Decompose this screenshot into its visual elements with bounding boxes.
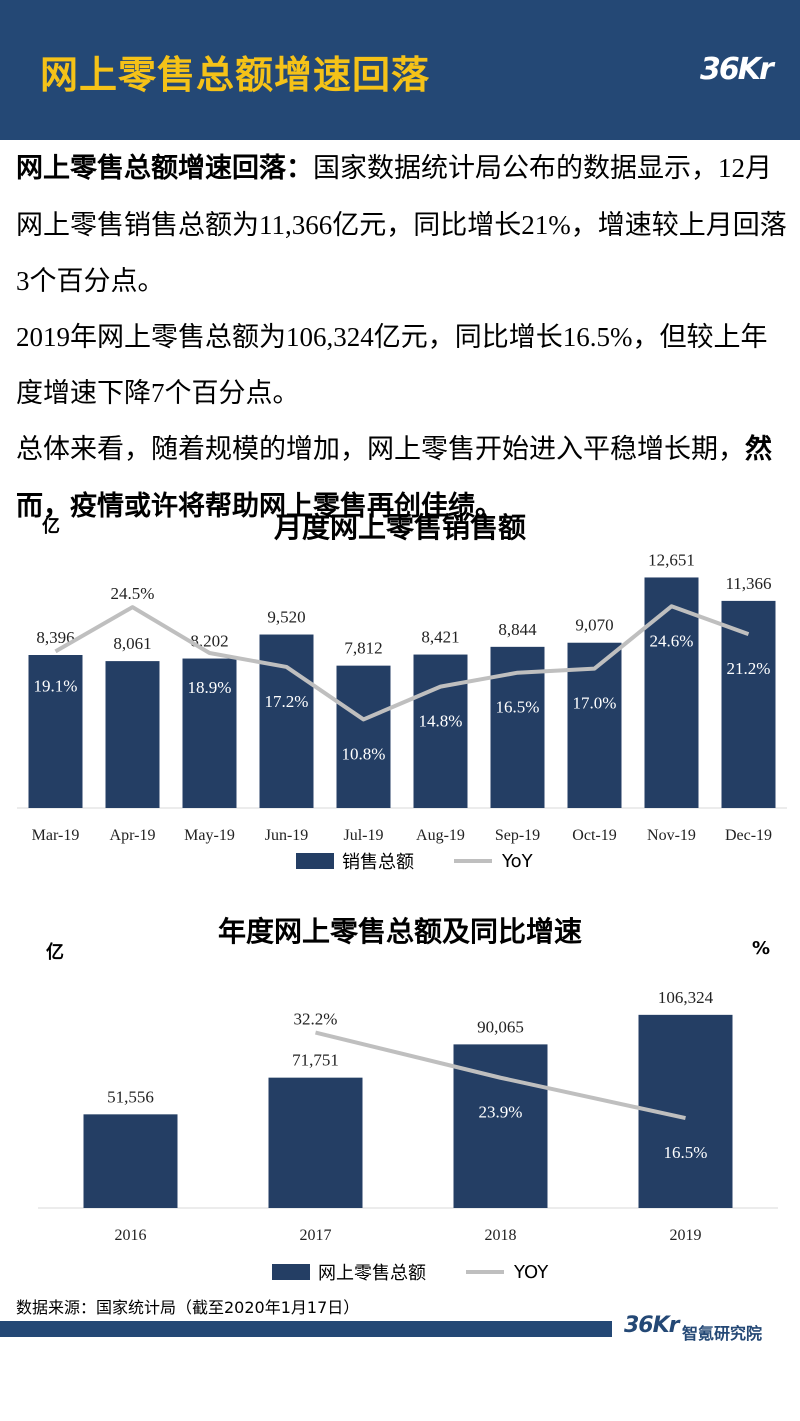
bar-value-label: 9,520 <box>267 608 305 627</box>
x-tick-label: Aug-19 <box>416 827 465 844</box>
bar-value-label: 7,812 <box>344 639 382 658</box>
yoy-value-label: 17.0% <box>573 694 617 713</box>
intro-paragraph-1: 网上零售总额增速回落：国家数据统计局公布的数据显示，12月网上零售销售总额为11… <box>16 140 791 309</box>
yoy-value-label: 10.8% <box>342 744 386 763</box>
bar-2016 <box>83 1114 178 1208</box>
bar-value-label: 106,324 <box>658 988 714 1007</box>
legend-bar-label: 销售总额 <box>342 852 414 873</box>
x-tick-label: Jul-19 <box>344 827 384 844</box>
yoy-value-label: 16.5% <box>664 1143 708 1162</box>
x-tick-label: 2017 <box>300 1227 332 1244</box>
chart1-unit-left: 亿 <box>42 516 60 537</box>
chart2-unit-right: % <box>752 938 771 959</box>
intro-paragraph-3: 总体来看，随着规模的增加，网上零售开始进入平稳增长期，然而，疫情或许将帮助网上零… <box>16 421 791 535</box>
page-title: 网上零售总额增速回落 <box>40 53 431 97</box>
x-tick-label: Nov-19 <box>647 827 696 844</box>
monthly-sales-chart: 8,396 Mar-19 8,061 Apr-19 8,202 May-19 9,520 Ju… <box>17 550 787 844</box>
yoy-value-label: 18.9% <box>188 678 232 697</box>
intro-p3-text: 总体来看，随着规模的增加，网上零售开始进入平稳增长期， <box>16 434 745 464</box>
chart2-title: 年度网上零售总额及同比增速 <box>217 915 582 948</box>
bar-value-label: 8,061 <box>113 634 151 653</box>
bar-value-label: 8,421 <box>421 628 459 647</box>
bar-value-label: 8,844 <box>498 620 537 639</box>
intro-p3-emphasis: 然而，疫情或许将帮助网上零售再创佳绩。 <box>16 434 772 522</box>
x-tick-label: Mar-19 <box>32 827 80 844</box>
yoy-value-label: 23.9% <box>479 1103 523 1122</box>
footer-bar <box>0 1321 612 1337</box>
legend-line-swatch <box>454 859 492 863</box>
bar-value-label: 51,556 <box>107 1087 154 1106</box>
bar-value-label: 71,751 <box>292 1051 339 1070</box>
yoy-value-label: 17.2% <box>265 692 309 711</box>
x-tick-label: Oct-19 <box>572 827 616 844</box>
x-tick-label: Apr-19 <box>110 827 156 844</box>
intro-p1-text: 国家数据统计局公布的数据显示，12月网上零售销售总额为11,366亿元，同比增长… <box>16 153 787 296</box>
chart1-legend: 销售总额 YoY <box>296 848 533 874</box>
bar-value-label: 9,070 <box>575 616 613 635</box>
legend-bar-swatch <box>272 1264 310 1280</box>
legend-bar-swatch <box>296 853 334 869</box>
yoy-value-label: 19.1% <box>34 676 78 695</box>
intro-paragraph-2: 2019年网上零售总额为106,324亿元，同比增长16.5%，但较上年度增速下… <box>16 322 768 408</box>
bar-Aug-19 <box>413 654 468 808</box>
bar-Dec-19 <box>721 600 776 808</box>
bar-Mar-19 <box>28 655 83 808</box>
legend-line-label: YOY <box>514 1261 549 1283</box>
bar-value-label: 12,651 <box>648 550 695 569</box>
yoy-value-label: 16.5% <box>496 698 540 717</box>
legend-bar-label: 网上零售总额 <box>318 1263 426 1284</box>
yoy-value-label: 24.6% <box>650 631 694 650</box>
bar-Apr-19 <box>105 661 160 808</box>
bar-value-label: 8,396 <box>36 628 74 647</box>
yoy-line <box>315 1030 686 1121</box>
footer-logo: 36Kr <box>624 1313 680 1338</box>
chart2-unit-left: 亿 <box>46 942 64 963</box>
chart2-legend: 网上零售总额 YOY <box>272 1259 548 1285</box>
legend-line-label: YoY <box>502 850 533 872</box>
bar-value-label: 90,065 <box>477 1017 524 1036</box>
chart1-title: 月度网上零售销售额 <box>273 511 526 544</box>
bar-May-19 <box>182 658 237 808</box>
bar-Jul-19 <box>336 665 391 808</box>
annual-sales-chart: 51,556 2016 71,751 2017 90,065 2018 106,324 201… <box>38 988 778 1244</box>
yoy-value-label: 32.2% <box>294 1010 338 1029</box>
bar-value-label: 8,202 <box>190 632 228 651</box>
x-tick-label: May-19 <box>184 827 235 844</box>
yoy-value-label: 21.2% <box>727 659 771 678</box>
x-tick-label: Dec-19 <box>725 827 772 844</box>
x-tick-label: 2019 <box>670 1227 702 1244</box>
bar-2017 <box>268 1077 363 1208</box>
footer-org: 智氪研究院 <box>682 1324 763 1343</box>
x-tick-label: Jun-19 <box>265 827 309 844</box>
data-source: 数据来源：国家统计局（截至2020年1月17日） <box>16 1298 360 1317</box>
x-tick-label: 2018 <box>485 1227 517 1244</box>
bar-Jun-19 <box>259 634 314 808</box>
intro-lead: 网上零售总额增速回落： <box>16 153 313 184</box>
bar-value-label: 11,366 <box>725 574 771 593</box>
header-banner: 网上零售总额增速回落 36Kr <box>0 0 800 140</box>
yoy-value-label: 24.5% <box>111 584 155 603</box>
bar-Nov-19 <box>644 577 699 808</box>
x-tick-label: 2016 <box>115 1227 147 1244</box>
intro-text: 网上零售总额增速回落：国家数据统计局公布的数据显示，12月网上零售销售总额为11… <box>16 140 791 535</box>
legend-line-swatch <box>466 1270 504 1274</box>
brand-logo: 36Kr <box>700 52 774 87</box>
yoy-value-label: 14.8% <box>419 712 463 731</box>
yoy-line <box>54 604 750 722</box>
x-tick-label: Sep-19 <box>495 827 540 844</box>
